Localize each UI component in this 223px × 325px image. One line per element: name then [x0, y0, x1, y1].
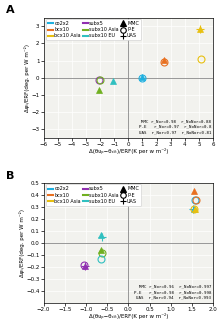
Text: B: B	[6, 171, 15, 181]
Text: MMC r_Nor=0.96  r_NoNor=0.997
P-E   r_Nor=0.98  r_NoNor=0.998
UAS  r_Nor=0.94  r: MMC r_Nor=0.96 r_NoNor=0.997 P-E r_Nor=0…	[134, 285, 211, 299]
Y-axis label: Δφₜ/ERF(deg. per W m⁻²): Δφₜ/ERF(deg. per W m⁻²)	[19, 209, 25, 277]
Text: MMC r_Nor=0.98  r_NoNor=0.88
P-E   r_Nor=0.97  r_NoNor=0.8
UAS  r_Nor=0.97  r_No: MMC r_Nor=0.98 r_NoNor=0.88 P-E r_Nor=0.…	[139, 120, 211, 134]
Legend: co2x2, bcx10, bcx10 Asia, subx5, subx10 Asia, subx10 EU, MMC, P-E, UAS: co2x2, bcx10, bcx10 Asia, subx5, subx10 …	[46, 19, 141, 40]
Text: A: A	[6, 6, 15, 15]
X-axis label: Δ(θᴜₚ−θₛₜₜ)/ERF(K per w m⁻²): Δ(θᴜₚ−θₛₜₜ)/ERF(K per w m⁻²)	[89, 313, 168, 319]
Y-axis label: Δφₜ/ERF(deg. per W m⁻²): Δφₜ/ERF(deg. per W m⁻²)	[24, 44, 30, 112]
Legend: co2x2, bcx10, bcx10 Asia, subx5, subx10 Asia, subx10 EU, MMC, P-E, UAS: co2x2, bcx10, bcx10 Asia, subx5, subx10 …	[46, 184, 141, 206]
X-axis label: Δ(θᴜₚ−θₛₜₜ)/ERF(K per w m⁻²): Δ(θᴜₚ−θₛₜₜ)/ERF(K per w m⁻²)	[89, 148, 168, 154]
